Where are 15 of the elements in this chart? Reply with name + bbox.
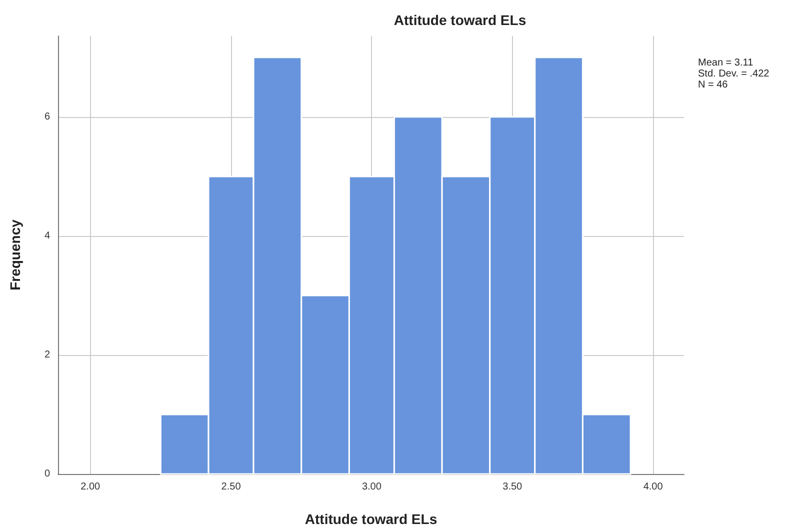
x-tick-label: 2.50	[221, 482, 242, 492]
y-tick-label: 2	[44, 349, 50, 360]
x-tick-label: 4.00	[643, 482, 664, 492]
text: Mean = 3.11	[698, 58, 754, 68]
text: Std. Dev. = .422	[698, 68, 770, 80]
y-tick-label: 0	[44, 468, 50, 480]
x-axis-title: Attitude toward ELs	[304, 511, 438, 527]
x-tick-label: 2.00	[80, 482, 101, 492]
x-tick-label: 3.00	[362, 482, 382, 492]
x-tick-label: 3.50	[502, 482, 523, 492]
y-tick-label: 4	[44, 230, 50, 242]
chart-title: Attitude toward ELs	[394, 12, 526, 28]
y-axis-title: Frequency	[7, 219, 23, 290]
text: N = 46	[698, 80, 728, 90]
y-tick-label: 6	[44, 111, 50, 122]
